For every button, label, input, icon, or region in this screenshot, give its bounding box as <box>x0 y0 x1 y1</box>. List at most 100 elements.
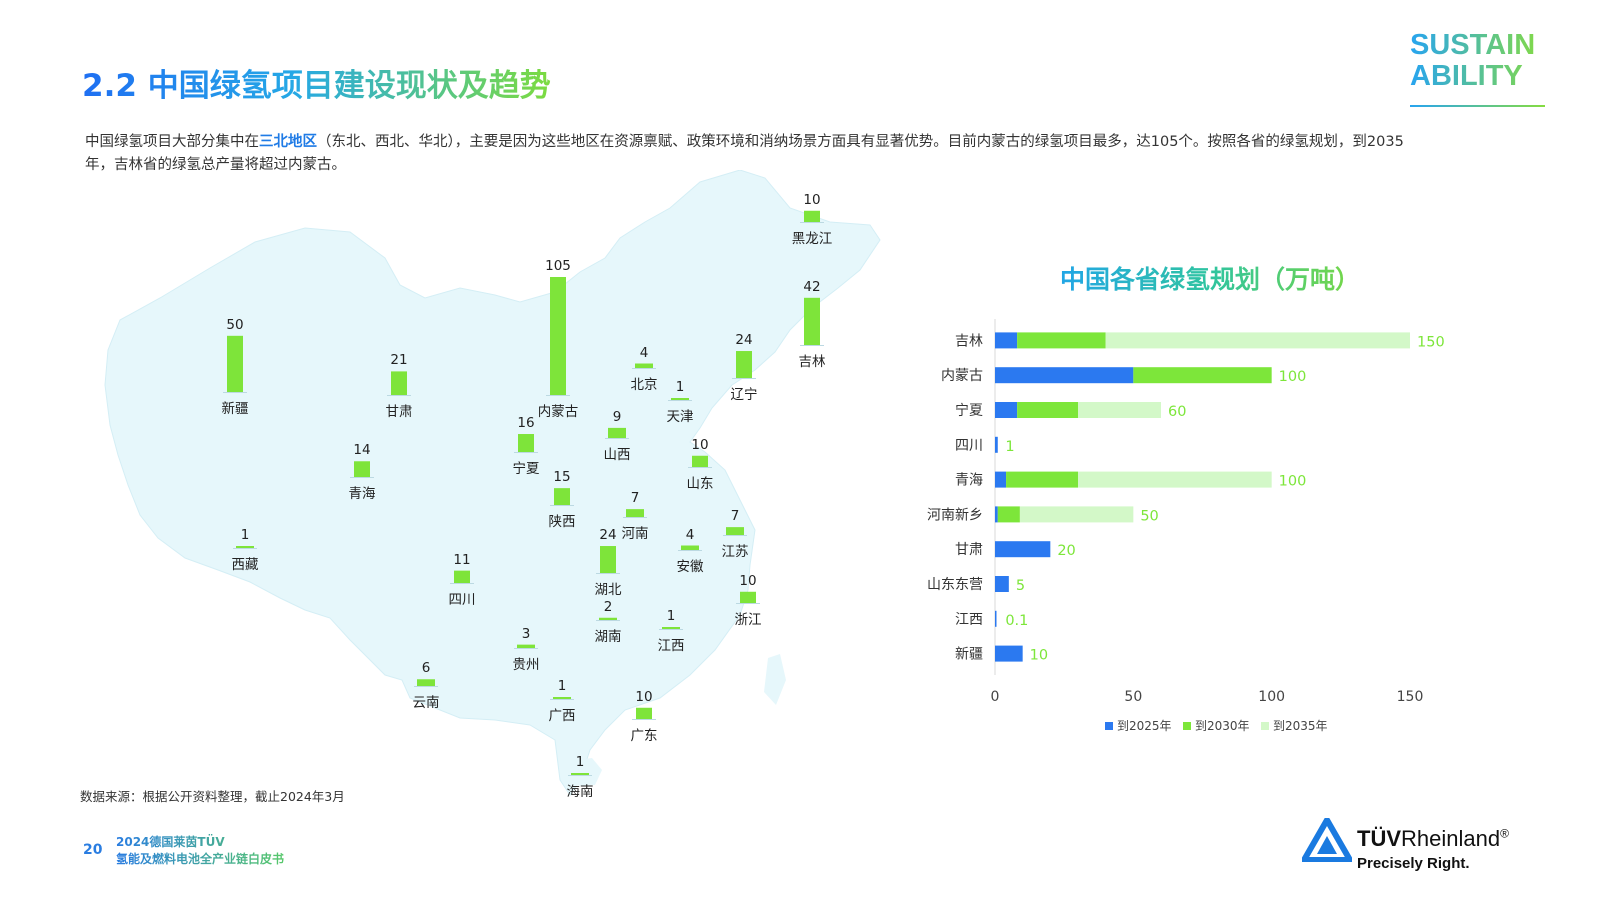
map-bar-江苏 <box>726 527 744 535</box>
brand-line2: ABILITY <box>1410 60 1523 92</box>
map-bar-贵州 <box>517 644 535 648</box>
category-label: 吉林 <box>955 333 983 349</box>
tuv-tagline: Precisely Right. <box>1357 855 1470 872</box>
legend-swatch <box>1261 722 1269 730</box>
map-value-label: 1 <box>240 527 250 543</box>
intro-paragraph: 中国绿氢项目大部分集中在三北地区（东北、西北、华北），主要是因为这些地区在资源禀… <box>85 131 1405 177</box>
bar-segment <box>1017 402 1078 418</box>
taiwan-island-shape <box>764 654 786 705</box>
provincial-plan-chart: 0 50 100 150 吉林 150 内蒙古 100 宁夏 60 四川 1 青海 100 河南新乡 50 甘… <box>927 319 1445 733</box>
page-title: 2.2 中国绿氢项目建设现状及趋势 <box>82 60 551 105</box>
map-bar-安徽 <box>681 545 699 550</box>
bar-segment <box>1078 402 1161 418</box>
map-province-label: 西藏 <box>231 557 259 573</box>
bar-segment <box>995 436 998 453</box>
category-label: 青海 <box>955 473 983 489</box>
chart-bars <box>995 332 1410 662</box>
document-title-line2: 氢能及燃料电池全产业链白皮书 <box>116 852 285 866</box>
map-province-label: 青海 <box>348 486 376 502</box>
map-province-label: 安徽 <box>676 559 704 575</box>
bar-segment <box>1017 332 1106 349</box>
map-province-label: 天津 <box>666 409 694 425</box>
category-label: 甘肃 <box>955 542 983 558</box>
data-value-label: 100 <box>1279 369 1307 385</box>
map-value-label: 7 <box>730 508 740 525</box>
data-value-label: 100 <box>1279 474 1307 490</box>
data-value-label: 50 <box>1140 508 1158 524</box>
map-bar-吉林 <box>804 297 820 345</box>
map-bar-青海 <box>354 461 370 477</box>
map-bar-湖南 <box>599 617 617 620</box>
map-value-label: 24 <box>735 332 753 349</box>
bar-segment <box>1006 471 1078 488</box>
category-label: 山东东营 <box>927 577 983 593</box>
bar-segment <box>995 645 1023 662</box>
bar-segment <box>1019 506 1134 523</box>
category-label: 江西 <box>955 612 983 628</box>
category-label: 四川 <box>955 438 983 454</box>
map-province-label: 四川 <box>448 592 476 608</box>
map-value-label: 105 <box>545 258 571 274</box>
map-value-label: 1 <box>675 379 685 395</box>
chart-legend: 到2025年 到2030年 到2035年 <box>1105 719 1328 733</box>
intro-highlight: 三北地区 <box>259 134 317 150</box>
map-value-label: 50 <box>226 316 244 333</box>
map-value-label: 6 <box>421 660 431 677</box>
chart-title: 中国各省绿氢规划（万吨） <box>1060 260 1360 296</box>
data-value-label: 20 <box>1057 543 1075 559</box>
bar-segment <box>995 506 998 523</box>
map-province-label: 贵州 <box>512 657 540 673</box>
data-value-label: 60 <box>1168 404 1186 420</box>
x-tick-label: 100 <box>1258 689 1285 705</box>
map-province-label: 湖北 <box>594 582 622 598</box>
map-value-label: 1 <box>557 678 567 694</box>
map-bar-新疆 <box>227 335 243 392</box>
tuv-logo-text: TÜVRheinland® <box>1357 826 1509 852</box>
map-province-label: 宁夏 <box>512 461 540 477</box>
map-province-label: 浙江 <box>734 612 762 628</box>
map-bar-西藏 <box>236 546 254 548</box>
bar-segment <box>1133 367 1272 384</box>
map-value-label: 9 <box>612 408 622 425</box>
map-bars-group <box>223 210 824 776</box>
china-mainland-shape <box>104 170 881 796</box>
map-bar-内蒙古 <box>550 277 566 395</box>
data-source-note: 数据来源：根据公开资料整理，截止2024年3月 <box>80 789 345 804</box>
category-label: 宁夏 <box>955 402 983 419</box>
chart-labels: 吉林 150 内蒙古 100 宁夏 60 四川 1 青海 100 河南新乡 50 甘肃 20 山东东营 5 江西… <box>927 333 1445 663</box>
map-province-label: 新疆 <box>221 401 249 417</box>
map-value-label: 7 <box>630 490 640 507</box>
map-bar-海南 <box>571 773 589 775</box>
map-bar-云南 <box>417 679 435 686</box>
x-tick-label: 0 <box>991 689 1000 705</box>
map-value-label: 15 <box>553 469 571 486</box>
document-title: 2024德国莱茵TÜV 氢能及燃料电池全产业链白皮书 <box>116 834 284 868</box>
bar-segment <box>995 471 1007 488</box>
data-value-label: 150 <box>1417 334 1445 350</box>
map-bar-甘肃 <box>391 371 407 395</box>
tuv-triangle-icon <box>1302 818 1352 862</box>
map-value-label: 2 <box>603 598 613 615</box>
map-value-label: 3 <box>521 625 531 642</box>
legend-label: 到2025年 <box>1117 719 1172 733</box>
map-province-label: 甘肃 <box>385 404 413 420</box>
data-value-label: 0.1 <box>1005 613 1028 629</box>
bar-segment <box>995 610 997 627</box>
map-province-label: 内蒙古 <box>537 404 579 420</box>
category-label: 内蒙古 <box>941 368 983 384</box>
bar-segment <box>997 506 1020 523</box>
map-bar-广东 <box>636 707 652 719</box>
map-bar-天津 <box>671 398 689 400</box>
legend-swatch <box>1105 722 1113 730</box>
bar-segment <box>995 367 1134 384</box>
map-value-label: 10 <box>691 436 709 453</box>
map-value-label: 21 <box>390 352 408 369</box>
map-value-label: 11 <box>453 551 471 568</box>
map-province-label: 河南 <box>621 526 649 542</box>
china-map: 10 黑龙江 42 吉林 24 辽宁 4 北京 1 天津 105 内蒙古 50 新疆 21 甘肃 14 青海 16 宁… <box>100 170 920 830</box>
map-bar-广西 <box>553 697 571 699</box>
map-value-label: 1 <box>575 754 585 770</box>
intro-text-before: 中国绿氢项目大部分集中在 <box>85 134 259 150</box>
map-bar-浙江 <box>740 591 756 603</box>
map-bar-河南 <box>626 509 644 517</box>
